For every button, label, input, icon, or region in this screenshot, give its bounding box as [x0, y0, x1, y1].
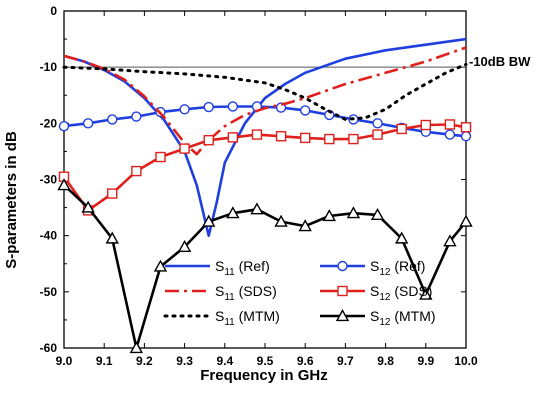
- data-point: [131, 111, 142, 122]
- series-line: [63, 37, 467, 237]
- legend-label: S11 (Ref): [215, 258, 270, 278]
- data-point: [81, 200, 95, 213]
- series-line: [63, 46, 467, 156]
- data-point: [57, 178, 71, 191]
- data-point: [177, 239, 192, 253]
- data-point: [227, 132, 239, 143]
- data-point: [250, 202, 264, 215]
- data-point: [203, 134, 214, 146]
- data-point: [372, 118, 383, 129]
- data-point: [372, 129, 383, 140]
- data-point: [275, 131, 287, 142]
- y-tick-label: -30: [40, 173, 58, 187]
- data-point: [82, 118, 94, 129]
- data-point: [300, 105, 311, 116]
- x-tick-label: 10.0: [454, 354, 478, 368]
- data-point: [107, 188, 118, 199]
- x-tick-label: 9.0: [56, 354, 73, 368]
- legend-label: S12 (SDS): [370, 283, 432, 303]
- data-point: [460, 131, 472, 142]
- data-point: [394, 231, 409, 244]
- x-axis-label: Frequency in GHz: [200, 367, 328, 384]
- data-point: [322, 209, 337, 222]
- legend-marker: [335, 309, 350, 322]
- x-tick-label: 9.2: [136, 354, 153, 368]
- data-point: [396, 123, 407, 135]
- data-point: [346, 206, 361, 219]
- data-point: [58, 120, 70, 132]
- data-point: [459, 214, 473, 227]
- x-tick-label: 9.1: [96, 354, 113, 368]
- data-point: [131, 165, 142, 177]
- data-point: [300, 132, 311, 144]
- data-point: [179, 104, 190, 115]
- data-point: [129, 341, 144, 354]
- x-tick-label: 9.5: [257, 354, 274, 368]
- data-point: [348, 133, 359, 145]
- x-tick-label: 9.8: [377, 354, 394, 368]
- data-point: [227, 101, 239, 112]
- legend-label: S12 (MTM): [370, 308, 436, 328]
- data-point: [155, 151, 166, 163]
- legend-marker: [337, 260, 348, 272]
- data-point: [226, 206, 240, 219]
- data-point: [460, 122, 472, 133]
- legend-marker: [337, 285, 348, 297]
- data-point: [370, 207, 385, 220]
- data-point: [107, 114, 118, 125]
- data-point: [153, 259, 168, 272]
- y-tick-label: -40: [40, 229, 58, 243]
- series-line: [62, 62, 468, 121]
- legend-label: S11 (SDS): [215, 283, 277, 303]
- reference-line-label: -10dB BW: [469, 54, 531, 69]
- data-point: [420, 119, 431, 131]
- x-tick-label: 9.7: [337, 354, 354, 368]
- y-tick-label: -50: [40, 285, 58, 299]
- y-tick-label: -60: [40, 341, 58, 355]
- data-point: [203, 101, 214, 113]
- y-axis-label: S-parameters in dB: [3, 131, 20, 269]
- legend-label: S12 (Ref): [370, 258, 425, 278]
- series-line: [62, 123, 467, 212]
- y-tick-label: -20: [40, 116, 58, 130]
- data-point: [444, 119, 456, 130]
- data-point: [443, 234, 457, 247]
- x-tick-label: 9.6: [297, 354, 314, 368]
- data-point: [324, 133, 335, 145]
- data-point: [251, 129, 263, 140]
- y-tick-label: -10: [40, 60, 58, 74]
- x-tick-label: 9.3: [176, 354, 193, 368]
- data-point: [298, 219, 312, 232]
- data-point: [202, 214, 216, 227]
- data-point: [274, 214, 288, 227]
- x-tick-label: 9.9: [417, 354, 434, 368]
- data-point: [419, 287, 433, 300]
- y-tick-label: 0: [50, 4, 57, 18]
- data-point: [179, 143, 190, 154]
- data-point: [105, 231, 119, 244]
- legend-label: S11 (MTM): [215, 308, 280, 328]
- data-point: [444, 129, 456, 140]
- series-line: [63, 184, 468, 350]
- x-tick-label: 9.4: [216, 354, 233, 368]
